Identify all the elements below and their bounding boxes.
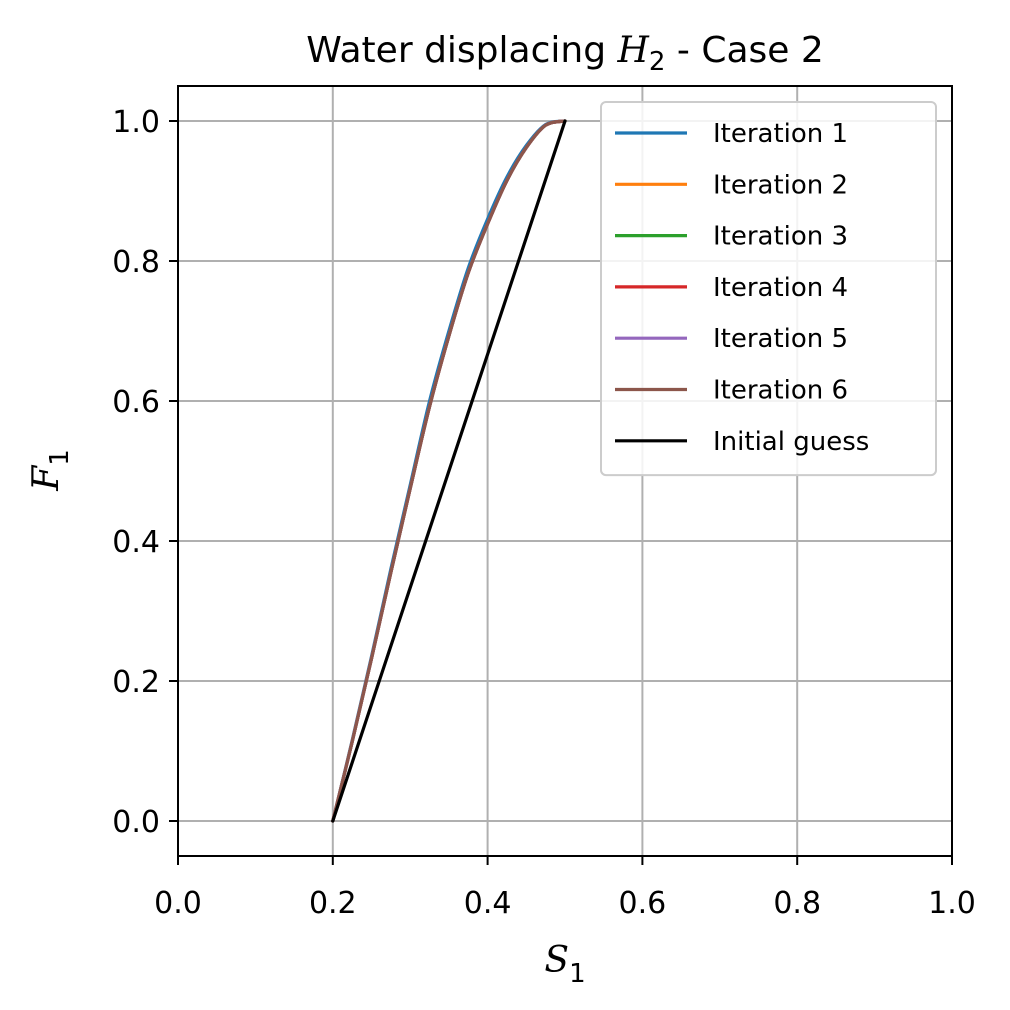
legend-label: Iteration 5 xyxy=(713,324,848,354)
x-tick-label: 0.0 xyxy=(154,886,202,921)
legend-label: Iteration 4 xyxy=(713,273,848,303)
y-tick-label: 0.2 xyxy=(112,665,160,700)
y-tick-label: 1.0 xyxy=(112,105,160,140)
y-tick-label: 0.6 xyxy=(112,385,160,420)
chart-title: Water displacing H2 - Case 2 xyxy=(306,30,824,77)
x-tick-label: 1.0 xyxy=(928,886,976,921)
x-tick-label: 0.4 xyxy=(464,886,512,921)
y-tick-label: 0.8 xyxy=(112,245,160,280)
legend-label: Iteration 3 xyxy=(713,222,848,252)
x-tick-label: 0.8 xyxy=(773,886,821,921)
y-tick-label: 0.0 xyxy=(112,805,160,840)
y-tick-label: 0.4 xyxy=(112,525,160,560)
plot-frame xyxy=(177,85,953,857)
legend-label: Iteration 2 xyxy=(713,170,848,200)
legend-box xyxy=(600,101,937,477)
y-axis-label: F1 xyxy=(26,449,75,492)
series-line-6 xyxy=(331,119,567,823)
legend-label: Initial guess xyxy=(713,427,869,457)
series-layer xyxy=(331,119,567,823)
legend: Iteration 1 Iteration 2 Iteration 3 Iterati… xyxy=(600,101,937,477)
legend-label: Iteration 6 xyxy=(713,376,848,406)
x-tick-label: 0.6 xyxy=(619,886,667,921)
axis-ticks: 0.0 0.2 0.4 0.6 0.8 1.0 0.0 0.2 0.4 0.6 0.8 1.0 xyxy=(112,105,976,921)
x-axis-label: S1 xyxy=(544,940,585,989)
series-line-7 xyxy=(331,119,567,823)
legend-label: Iteration 1 xyxy=(713,119,848,149)
x-tick-label: 0.2 xyxy=(309,886,357,921)
